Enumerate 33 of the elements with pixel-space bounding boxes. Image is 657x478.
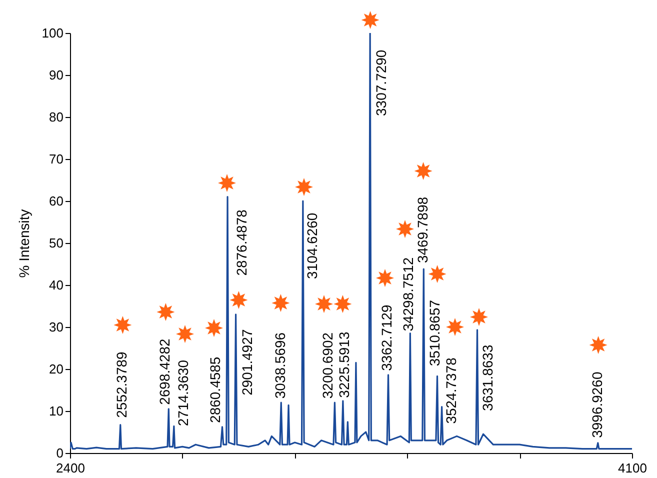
y-tick-label: 80	[49, 110, 64, 124]
y-tick-label: 20	[49, 362, 64, 376]
annotation: 34298.7512	[400, 257, 416, 332]
y-tick-label: 0	[56, 446, 64, 460]
annotation: 3631.8633	[479, 344, 496, 411]
y-tick-label: 40	[49, 278, 64, 292]
x-tick-label: 2400	[56, 460, 85, 476]
annotation: 2714.3630	[174, 360, 191, 426]
annotation: 3307.7290	[373, 50, 390, 116]
annotation: 3996.9260	[588, 372, 605, 438]
line-series	[70, 33, 632, 450]
y-tick-label: 50	[49, 236, 64, 250]
y-tick-label: 100	[42, 26, 64, 40]
annotation: 2860.4585	[207, 356, 224, 423]
annotation: 3104.6260	[304, 212, 320, 279]
annotation: 3200.6902	[320, 332, 336, 399]
x-tick-label: 4100	[618, 460, 647, 476]
y-tick-label: 60	[49, 194, 64, 208]
annotation: 2901.4927	[238, 329, 255, 396]
annotation: 3510.8657	[426, 300, 442, 366]
y-tick-label: 70	[49, 152, 64, 166]
annotation: 3524.7378	[442, 357, 459, 424]
annotation: 3469.7898	[414, 196, 431, 264]
y-tick-label: 90	[49, 68, 64, 82]
y-tick-label: 10	[49, 404, 64, 418]
y-tick-label: 30	[49, 320, 64, 334]
annotation: 2698.4282	[156, 338, 173, 405]
annotation: 2876.4878	[234, 209, 250, 276]
annotation: 2552.3789	[113, 351, 130, 418]
annotation: 3225.5913	[336, 332, 352, 398]
annotation: 3362.7129	[378, 304, 394, 371]
y-axis-title: % Intensity	[16, 209, 32, 278]
annotation: 3038.5696	[272, 332, 288, 399]
